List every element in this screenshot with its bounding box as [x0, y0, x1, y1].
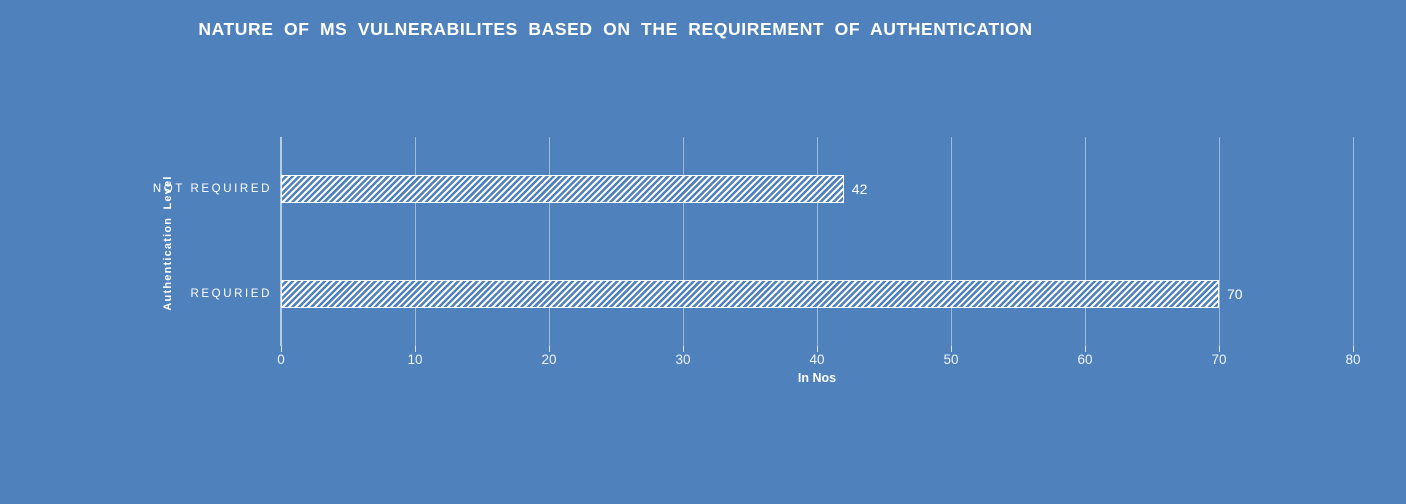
- x-tick-label: 0: [277, 352, 285, 367]
- y-axis-line: [280, 137, 282, 346]
- x-tick-mark: [1085, 346, 1086, 352]
- bar-not-required: [281, 175, 844, 204]
- x-tick-label: 60: [1077, 352, 1093, 367]
- data-label: 42: [851, 181, 868, 198]
- x-tick-label: 50: [943, 352, 959, 367]
- data-label: 70: [1227, 285, 1243, 302]
- x-tick-mark: [951, 346, 952, 352]
- gridline: [817, 137, 818, 346]
- gridline: [1219, 137, 1220, 346]
- x-tick-mark: [415, 346, 416, 352]
- gridline: [951, 137, 952, 346]
- plot-area: [280, 137, 1354, 346]
- x-tick-mark: [1219, 346, 1220, 352]
- x-tick-label: 20: [541, 352, 557, 367]
- x-tick-label: 30: [675, 352, 691, 367]
- x-tick-label: 80: [1345, 352, 1361, 367]
- x-tick-mark: [683, 346, 684, 352]
- x-tick-mark: [549, 346, 550, 352]
- x-tick-mark: [281, 346, 282, 352]
- x-tick-label: 40: [809, 352, 825, 367]
- category-label: NOT REQUIRED: [152, 183, 272, 196]
- gridline: [1085, 137, 1086, 346]
- gridline: [683, 137, 684, 346]
- x-tick-mark: [1353, 346, 1354, 352]
- x-tick-label: 10: [407, 352, 423, 367]
- gridline: [415, 137, 416, 346]
- x-axis-title: In Nos: [797, 371, 837, 385]
- x-tick-label: 70: [1211, 352, 1227, 367]
- x-tick-mark: [817, 346, 818, 352]
- gridline: [549, 137, 550, 346]
- gridline: [1353, 137, 1354, 346]
- bar-requried: [281, 279, 1219, 308]
- chart-title: NATURE OF MS VULNERABILITES BASED ON THE…: [198, 19, 1033, 39]
- category-label: REQURIED: [190, 287, 272, 300]
